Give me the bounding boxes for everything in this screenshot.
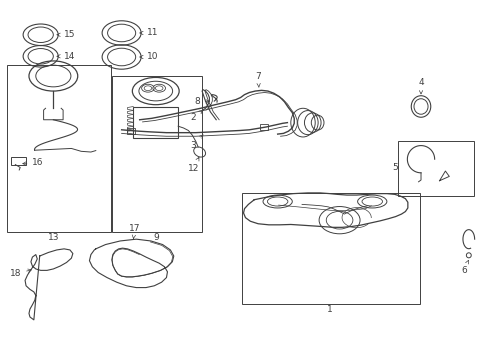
Text: 9: 9 <box>153 233 158 242</box>
Text: 16: 16 <box>23 158 44 167</box>
Text: 17: 17 <box>129 224 140 239</box>
Bar <box>397 140 473 196</box>
Text: 4: 4 <box>417 78 423 94</box>
Text: 15: 15 <box>57 30 76 39</box>
Text: 18: 18 <box>10 269 31 278</box>
Bar <box>242 193 419 304</box>
Text: 8: 8 <box>194 97 209 106</box>
Bar <box>112 76 202 232</box>
Text: 5: 5 <box>391 163 397 172</box>
Bar <box>133 107 178 138</box>
Text: 7: 7 <box>255 72 261 87</box>
Bar <box>127 128 135 134</box>
Text: 1: 1 <box>326 305 332 314</box>
Bar <box>260 125 267 130</box>
Bar <box>11 157 26 165</box>
Text: 10: 10 <box>140 53 158 62</box>
Text: 14: 14 <box>57 52 75 61</box>
Text: 6: 6 <box>460 260 468 275</box>
Text: 11: 11 <box>140 28 158 37</box>
Text: 2: 2 <box>190 111 202 122</box>
Text: 13: 13 <box>47 233 59 242</box>
Bar <box>6 65 111 232</box>
Text: 12: 12 <box>187 157 199 173</box>
Text: 3: 3 <box>190 135 203 149</box>
